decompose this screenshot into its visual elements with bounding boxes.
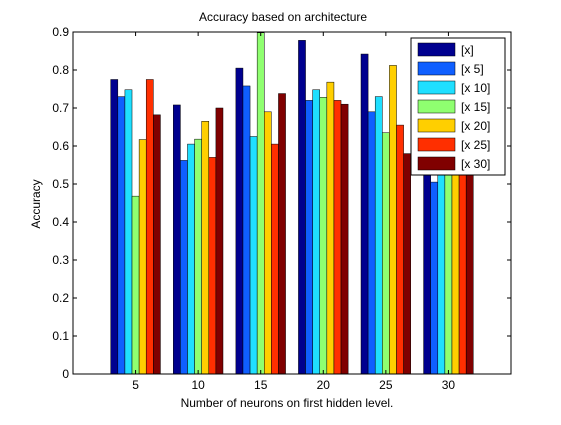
- x-tick-label: 5: [132, 378, 139, 392]
- axes-group: 0 0.1 0.2 0.3 0.4 0.5 0.6 0.7 0.8 0.9 5 10 15 20 25 30: [52, 25, 512, 392]
- y-tick-label: 0.5: [52, 177, 69, 191]
- y-tick-label: 0.2: [52, 291, 69, 305]
- bar-7-10: [215, 107, 224, 375]
- bars-group: [110, 32, 474, 375]
- legend-label: [x]: [461, 43, 474, 57]
- y-tick-label: 0.6: [52, 139, 69, 153]
- bar-5-5: [138, 139, 147, 375]
- y-tick-label: 0.1: [52, 329, 69, 343]
- bar-1-5: [110, 79, 119, 375]
- bar-7-25: [403, 153, 411, 375]
- y-tick-label: 0.9: [52, 25, 69, 39]
- legend: [x] [x 5] [x 10] [x 15] [x 20] [x 25] [x 30]: [410, 37, 506, 176]
- x-tick-label: 10: [191, 378, 205, 392]
- legend-label: [x 20]: [461, 119, 490, 133]
- legend-label: [x 10]: [461, 81, 490, 95]
- x-tick-label: 25: [379, 378, 393, 392]
- bar-1-20: [298, 40, 306, 375]
- bar-2-15: [242, 85, 251, 375]
- bar-3-25: [374, 96, 383, 375]
- x-tick-label: 20: [317, 378, 331, 392]
- y-tick-label: 0: [62, 367, 69, 381]
- y-tick-label: 0.7: [52, 101, 69, 115]
- bar-6-10: [208, 157, 217, 375]
- bar-4-5: [131, 195, 140, 375]
- bar-2-5: [117, 96, 126, 375]
- bar-2-30: [430, 181, 439, 375]
- bar-4-15: [256, 32, 265, 375]
- bar-6-20: [333, 100, 342, 375]
- bar-6-5: [145, 79, 154, 375]
- legend-swatch: [417, 42, 456, 57]
- bar-5-10: [201, 121, 210, 375]
- bar-5-30: [451, 145, 460, 375]
- x-axis-label: Number of neurons on first hidden level.: [181, 396, 394, 410]
- bar-1-10: [173, 104, 181, 375]
- legend-swatch: [417, 61, 456, 76]
- plot-frame: [72, 31, 512, 375]
- legend-label: [x 30]: [461, 157, 490, 171]
- bar-6-15: [271, 143, 279, 375]
- bar-4-25: [382, 132, 390, 375]
- legend-label: [x 25]: [461, 138, 490, 152]
- bar-5-15: [264, 111, 272, 375]
- x-tick-label: 30: [442, 378, 456, 392]
- y-tick-label: 0.4: [52, 215, 69, 229]
- x-tick-label: 15: [254, 378, 268, 392]
- bar-5-25: [389, 65, 397, 375]
- bar-1-30: [423, 145, 431, 375]
- bar-4-10: [194, 138, 202, 375]
- y-tick-label: 0.3: [52, 253, 69, 267]
- bar-7-20: [340, 103, 349, 375]
- bar-3-10: [187, 143, 195, 375]
- y-tick-label: 0.8: [52, 63, 69, 77]
- bar-1-25: [360, 53, 369, 375]
- bar-3-5: [124, 89, 133, 375]
- bar-1-15: [235, 67, 244, 375]
- bar-3-20: [312, 89, 320, 375]
- bar-6-30: [458, 145, 467, 375]
- bar-7-5: [153, 114, 161, 375]
- bar-6-25: [396, 124, 404, 375]
- bar-5-20: [326, 81, 335, 375]
- chart-title: Accuracy based on architecture: [199, 10, 367, 24]
- bar-2-20: [305, 100, 313, 375]
- bar-7-15: [278, 93, 286, 375]
- bar-2-25: [367, 111, 376, 375]
- bar-4-30: [444, 145, 453, 375]
- legend-swatch: [417, 156, 456, 171]
- bar-2-10: [180, 160, 188, 375]
- bar-4-20: [319, 97, 328, 375]
- legend-swatch: [417, 99, 456, 114]
- legend-label: [x 5]: [461, 62, 484, 76]
- legend-swatch: [417, 80, 456, 95]
- bar-3-15: [249, 136, 258, 375]
- bar-7-30: [465, 145, 474, 375]
- y-axis-label: Accuracy: [29, 179, 43, 228]
- bar-3-30: [437, 145, 446, 375]
- legend-swatch: [417, 118, 456, 133]
- legend-swatch: [417, 137, 456, 152]
- legend-label: [x 15]: [461, 100, 490, 114]
